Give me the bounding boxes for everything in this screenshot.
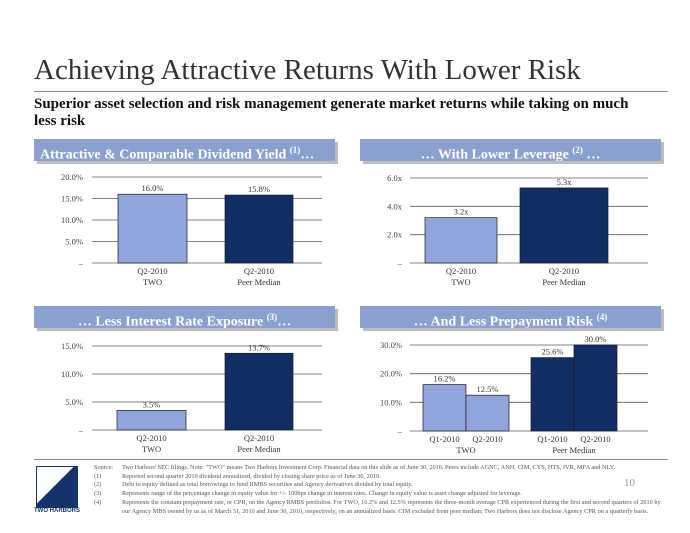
bar — [117, 193, 188, 264]
bar — [422, 384, 467, 432]
y-tick-label: – — [78, 425, 84, 435]
bar — [116, 410, 187, 431]
x-tick-label: Q2-2010 — [137, 266, 167, 276]
x-tick-label: Q2-2010 — [244, 433, 274, 443]
panel-header-interest-rate-exposure: … Less Interest Rate Exposure (3)… — [34, 306, 335, 328]
y-tick-label: 30.0% — [380, 340, 402, 350]
logo-wordmark: TWO HARBORS — [34, 508, 80, 514]
slide-title: Achieving Attractive Returns With Lower … — [34, 54, 581, 86]
y-tick-label: 6.0x — [387, 173, 403, 183]
x-group-label: Peer Median — [552, 445, 596, 455]
y-tick-label: 10.0% — [61, 215, 83, 225]
data-label: 16.2% — [434, 374, 456, 384]
y-tick-label: – — [397, 258, 403, 268]
x-tick-label: Q2-2010 — [549, 266, 579, 276]
panel-title-text: … And Less Prepayment Risk — [413, 314, 597, 328]
y-tick-label: 15.0% — [61, 194, 83, 204]
y-tick-label: 20.0% — [380, 369, 402, 379]
x-tick-sublabel: Peer Median — [237, 277, 281, 287]
footnote-ref: (3) — [266, 312, 278, 322]
footnotes: Source: Two Harbors' SEC filings. Note: "… — [94, 464, 666, 516]
panel-header-prepayment-risk: … And Less Prepayment Risk (4) — [360, 306, 661, 328]
data-label: 3.5% — [143, 399, 161, 409]
x-tick-label: Q1-2010 — [537, 434, 567, 444]
bar — [530, 357, 575, 432]
data-label: 12.5% — [477, 384, 499, 394]
bar — [465, 394, 510, 432]
footnote-ref: (4) — [596, 312, 608, 322]
data-label: 16.0% — [142, 183, 164, 193]
data-label: 15.8% — [248, 184, 270, 194]
footnote-mark: (3) — [94, 490, 102, 498]
footnote-mark: Source: — [94, 464, 114, 471]
y-tick-label: – — [397, 426, 403, 436]
x-tick-sublabel: TWO — [142, 444, 161, 454]
x-tick-label: Q2-2010 — [244, 266, 274, 276]
x-tick-label: Q2-2010 — [580, 434, 610, 444]
y-tick-label: 2.0x — [387, 230, 403, 240]
data-label: 25.6% — [542, 347, 564, 357]
footnote-text: Debt to equity defined as total borrowin… — [122, 481, 413, 489]
x-tick-label: Q2-2010 — [446, 266, 476, 276]
x-tick-sublabel: Peer Median — [237, 444, 281, 454]
footnote-mark: (2) — [94, 481, 102, 489]
bar — [424, 217, 498, 264]
y-tick-label: 10.0% — [380, 397, 402, 407]
footnote-text: Two Harbors' SEC filings. Note: "TWO" me… — [122, 464, 616, 471]
y-tick-label: 5.0% — [65, 397, 83, 407]
panel-title-text: … With Lower Leverage — [420, 147, 573, 161]
data-label: 30.0% — [585, 334, 607, 344]
x-tick-sublabel: Peer Median — [542, 277, 586, 287]
panel-title-suffix: … — [277, 314, 292, 328]
footnote-mark: (4) — [94, 498, 102, 506]
bar — [573, 344, 618, 432]
bar — [519, 187, 609, 264]
panel-title-text: … Less Interest Rate Exposure — [77, 314, 267, 328]
panel-title-text: Attractive & Comparable Dividend Yield — [40, 147, 290, 161]
data-label: 13.7% — [248, 342, 270, 352]
bar — [224, 194, 294, 264]
x-group-label: TWO — [456, 445, 475, 455]
footnote-mark: (1) — [94, 472, 102, 480]
title-divider — [34, 91, 668, 92]
slide-subtitle: Superior asset selection and risk manage… — [34, 96, 629, 129]
panel-header-leverage: … With Lower Leverage (2) … — [360, 139, 661, 161]
footnote-row: Source: Two Harbors' SEC filings. Note: "… — [94, 464, 666, 473]
y-tick-label: 15.0% — [61, 341, 83, 351]
data-label: 3.2x — [454, 207, 470, 217]
page-number: 10 — [624, 477, 635, 489]
footnote-ref: (2) — [572, 145, 583, 155]
y-tick-label: 20.0% — [61, 172, 83, 182]
footnote-text: Represents range of the percentage chang… — [122, 490, 522, 498]
y-tick-label: 10.0% — [61, 369, 83, 379]
panel-title-suffix: … — [300, 147, 315, 161]
y-tick-label: 5.0% — [65, 237, 83, 247]
x-tick-sublabel: TWO — [143, 277, 162, 287]
y-tick-label: 4.0x — [387, 201, 403, 211]
footnote-text: Represents the constant prepayment rate,… — [122, 498, 661, 515]
x-tick-label: Q2-2010 — [472, 434, 502, 444]
x-tick-label: Q2-2010 — [136, 433, 166, 443]
x-tick-sublabel: TWO — [451, 277, 470, 287]
bar — [224, 352, 294, 431]
y-tick-label: – — [78, 258, 84, 268]
footnote-row: (4) Represents the constant prepayment ra… — [94, 499, 666, 516]
panel-title-suffix: … — [582, 147, 601, 161]
footnote-text: Reported second quarter 2010 dividend an… — [122, 472, 381, 480]
data-label: 5.3x — [557, 177, 573, 187]
footnote-row: (2) Debt to equity defined as total borro… — [94, 481, 666, 490]
footnote-row: (3) Represents range of the percentage ch… — [94, 490, 666, 499]
footer-divider — [34, 459, 668, 460]
two-harbors-logo — [36, 466, 78, 508]
footnote-ref: (1) — [289, 145, 301, 155]
footnote-row: (1) Reported second quarter 2010 dividend… — [94, 473, 666, 482]
panel-header-dividend-yield: Attractive & Comparable Dividend Yield (… — [34, 139, 335, 161]
x-tick-label: Q1-2010 — [429, 434, 459, 444]
